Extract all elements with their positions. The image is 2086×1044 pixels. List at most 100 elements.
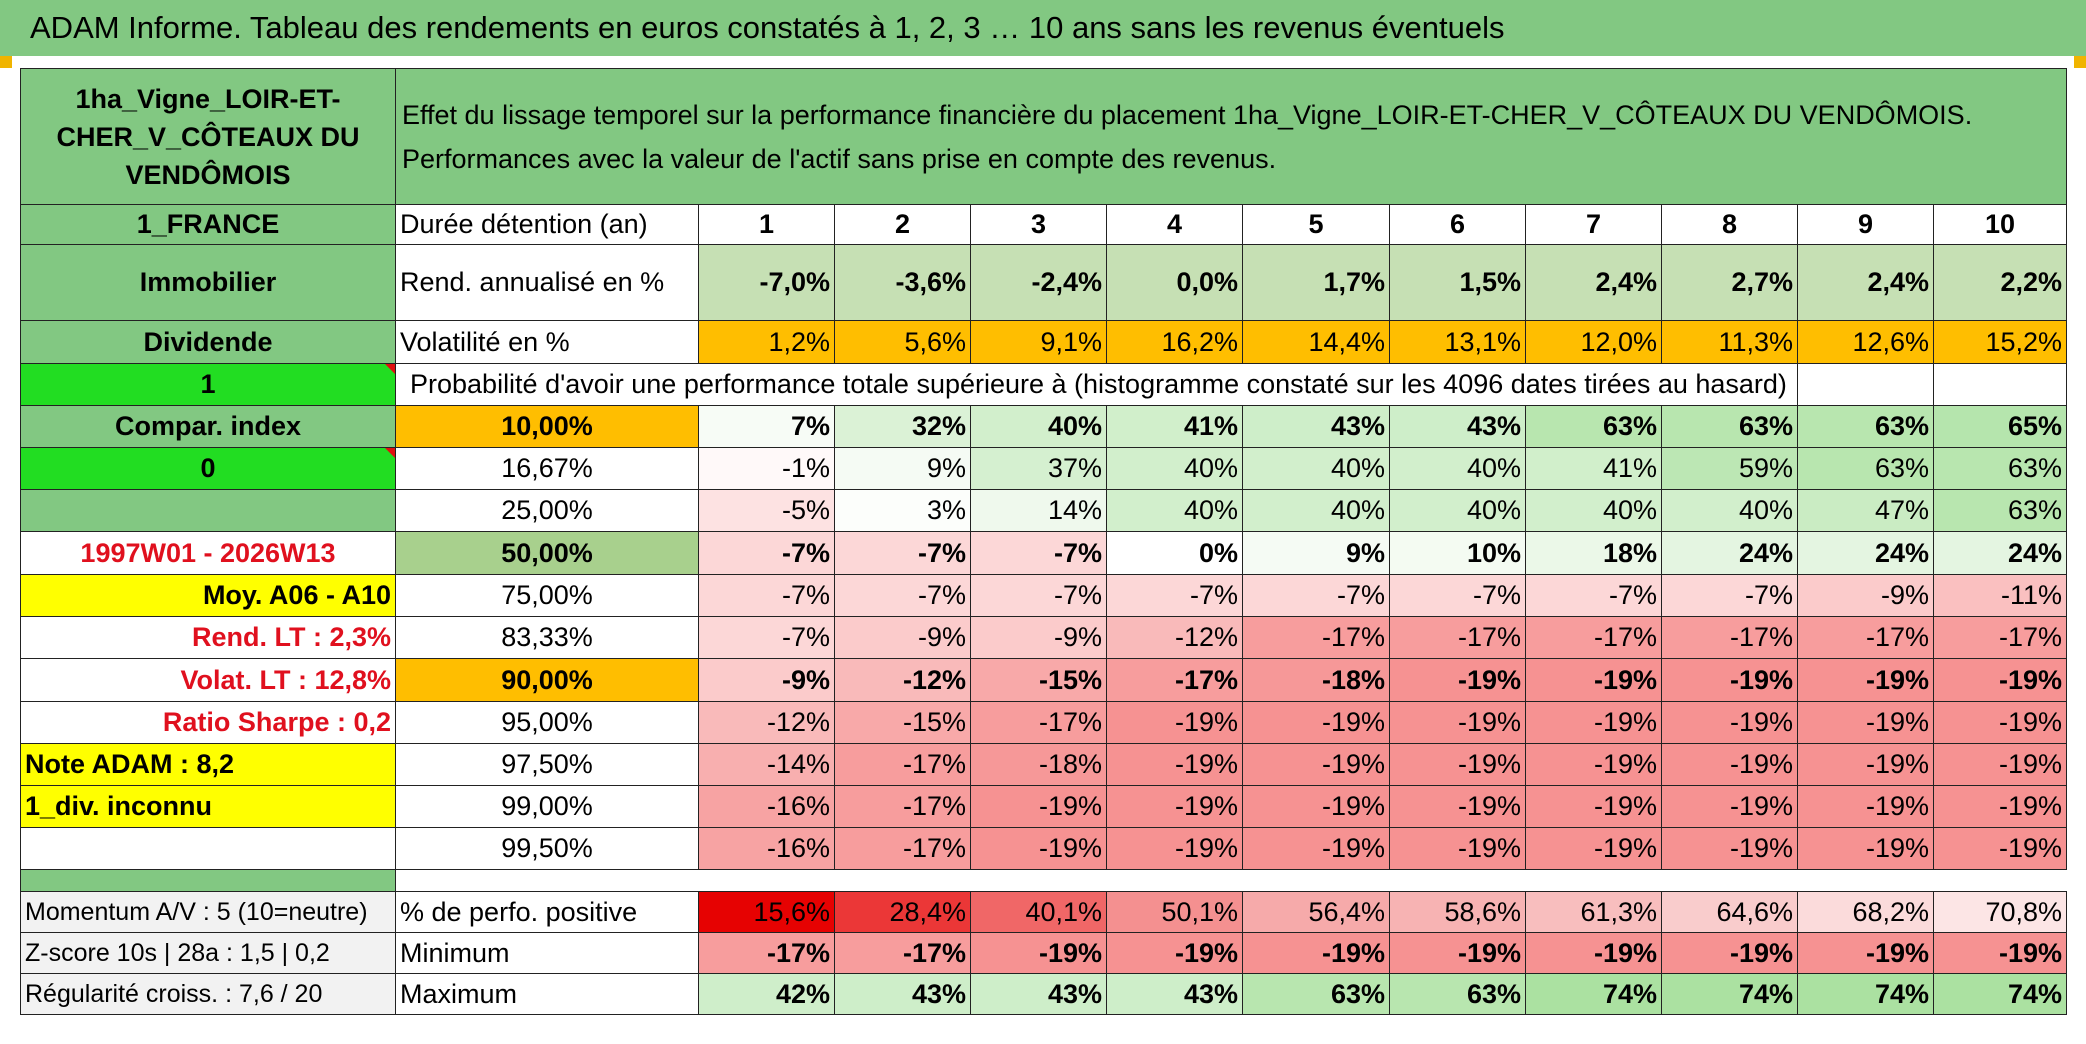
pos-value: 28,4% xyxy=(834,891,971,933)
pos-value: 15,6% xyxy=(698,891,835,933)
probability-threshold: 16,67% xyxy=(395,447,699,490)
prob-value: -19% xyxy=(1389,658,1526,702)
prob-value: -19% xyxy=(970,827,1107,870)
volat-lt-label: Volat. LT : 12,8% xyxy=(20,658,396,702)
prob-value: 32% xyxy=(834,405,971,448)
fund-name: 1ha_Vigne_LOIR-ET-CHER_V_CÔTEAUX DU VEND… xyxy=(20,68,396,205)
regularite-label: Régularité croiss. : 7,6 / 20 xyxy=(20,973,396,1015)
max-value: 74% xyxy=(1933,973,2067,1015)
year-header: 1 xyxy=(698,204,835,245)
prob-value: -19% xyxy=(1389,827,1526,870)
prob-value: 14% xyxy=(970,489,1107,532)
prob-value: -19% xyxy=(1797,827,1934,870)
prob-value: -19% xyxy=(1525,743,1662,786)
prob-value: -15% xyxy=(834,701,971,744)
vol-value: 14,4% xyxy=(1242,320,1390,364)
prob-value: -19% xyxy=(1525,827,1662,870)
prob-value: -19% xyxy=(1661,743,1798,786)
prob-value: 9% xyxy=(1242,531,1390,575)
min-value: -17% xyxy=(698,932,835,974)
prob-value: -19% xyxy=(1106,701,1243,744)
min-label: Minimum xyxy=(395,932,699,974)
rend-lt-label: Rend. LT : 2,3% xyxy=(20,616,396,659)
year-header: 3 xyxy=(970,204,1107,245)
vol-value: 13,1% xyxy=(1389,320,1526,364)
header-line-1: Effet du lissage temporel sur la perform… xyxy=(402,99,1973,130)
prob-value: -17% xyxy=(834,827,971,870)
corner-marker xyxy=(2074,56,2086,68)
prob-value: -19% xyxy=(1242,743,1390,786)
year-header: 7 xyxy=(1525,204,1662,245)
prob-value: 10% xyxy=(1389,531,1526,575)
spacer-green-cell xyxy=(20,869,396,892)
probability-threshold: 83,33% xyxy=(395,616,699,659)
prob-value: 40% xyxy=(1389,489,1526,532)
vol-value: 12,0% xyxy=(1525,320,1662,364)
prob-value: -19% xyxy=(1106,827,1243,870)
prob-value: 40% xyxy=(1525,489,1662,532)
prob-value: 40% xyxy=(1389,447,1526,490)
prob-value: -19% xyxy=(1525,785,1662,828)
prob-value: 0% xyxy=(1106,531,1243,575)
max-value: 43% xyxy=(1106,973,1243,1015)
sharpe-label: Ratio Sharpe : 0,2 xyxy=(20,701,396,744)
div-label: 1_div. inconnu xyxy=(20,785,396,828)
empty-green-cell xyxy=(20,489,396,532)
probability-threshold: 95,00% xyxy=(395,701,699,744)
prob-value: -12% xyxy=(698,701,835,744)
prob-value: -16% xyxy=(698,827,835,870)
prob-value: -19% xyxy=(1933,701,2067,744)
vol-value: 15,2% xyxy=(1933,320,2067,364)
prob-value: -7% xyxy=(970,531,1107,575)
prob-value: -7% xyxy=(1389,574,1526,617)
prob-value: -9% xyxy=(970,616,1107,659)
max-label: Maximum xyxy=(395,973,699,1015)
prob-value: 18% xyxy=(1525,531,1662,575)
prob-value: -7% xyxy=(698,574,835,617)
pos-value: 61,3% xyxy=(1525,891,1662,933)
prob-value: 59% xyxy=(1661,447,1798,490)
flag-cell-2[interactable]: 0 xyxy=(20,447,396,490)
prob-value: -5% xyxy=(698,489,835,532)
prob-value: 24% xyxy=(1933,531,2067,575)
prob-value: 63% xyxy=(1661,405,1798,448)
prob-value: -19% xyxy=(1933,743,2067,786)
pos-value: 50,1% xyxy=(1106,891,1243,933)
compar-index-label: Compar. index xyxy=(20,405,396,448)
rend-value: 0,0% xyxy=(1106,244,1243,321)
max-value: 43% xyxy=(834,973,971,1015)
year-header: 2 xyxy=(834,204,971,245)
max-value: 43% xyxy=(970,973,1107,1015)
year-header: 10 xyxy=(1933,204,2067,245)
pos-value: 58,6% xyxy=(1389,891,1526,933)
prob-value: -18% xyxy=(970,743,1107,786)
prob-value: -19% xyxy=(1242,785,1390,828)
pos-label: % de perfo. positive xyxy=(395,891,699,933)
prob-value: -17% xyxy=(1933,616,2067,659)
vol-value: 16,2% xyxy=(1106,320,1243,364)
prob-value: -7% xyxy=(1106,574,1243,617)
prob-value: -7% xyxy=(1525,574,1662,617)
min-value: -19% xyxy=(1797,932,1934,974)
prob-value: -19% xyxy=(1933,785,2067,828)
prob-value: -17% xyxy=(970,701,1107,744)
rend-value: 2,2% xyxy=(1933,244,2067,321)
prob-value: -19% xyxy=(1661,785,1798,828)
prob-value: -7% xyxy=(698,531,835,575)
flag-cell-1[interactable]: 1 xyxy=(20,363,396,406)
max-value: 74% xyxy=(1797,973,1934,1015)
prob-value: 63% xyxy=(1797,405,1934,448)
max-value: 63% xyxy=(1389,973,1526,1015)
prob-value: -19% xyxy=(1525,658,1662,702)
prob-value: 3% xyxy=(834,489,971,532)
country-label: 1_FRANCE xyxy=(20,204,396,245)
year-header: 8 xyxy=(1661,204,1798,245)
max-value: 63% xyxy=(1242,973,1390,1015)
prob-value: 65% xyxy=(1933,405,2067,448)
empty-cell xyxy=(20,827,396,870)
min-value: -19% xyxy=(1242,932,1390,974)
max-value: 74% xyxy=(1525,973,1662,1015)
prob-value: 24% xyxy=(1661,531,1798,575)
income-type-label: Dividende xyxy=(20,320,396,364)
prob-value: 63% xyxy=(1933,489,2067,532)
